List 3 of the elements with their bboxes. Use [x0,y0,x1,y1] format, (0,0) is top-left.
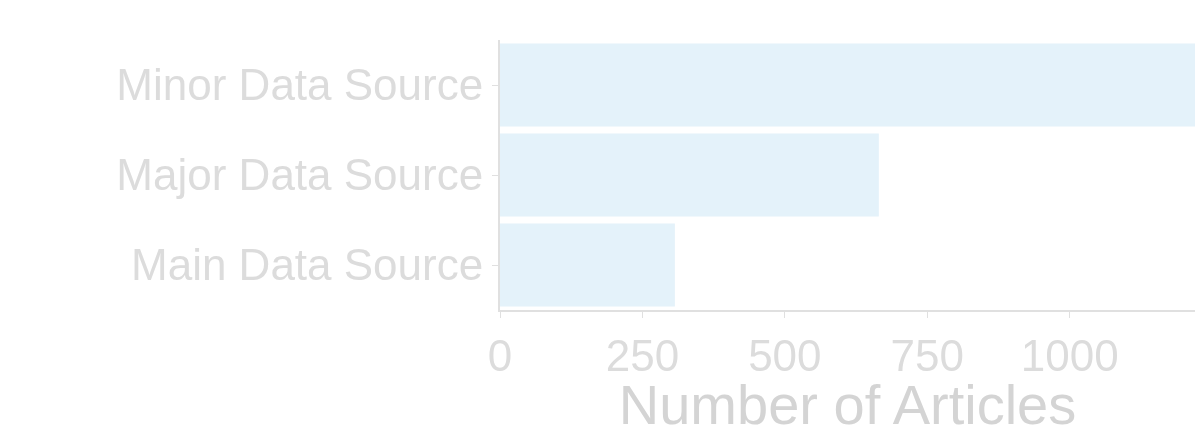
bar [500,133,879,217]
bar [500,43,1195,127]
bar [500,223,675,307]
